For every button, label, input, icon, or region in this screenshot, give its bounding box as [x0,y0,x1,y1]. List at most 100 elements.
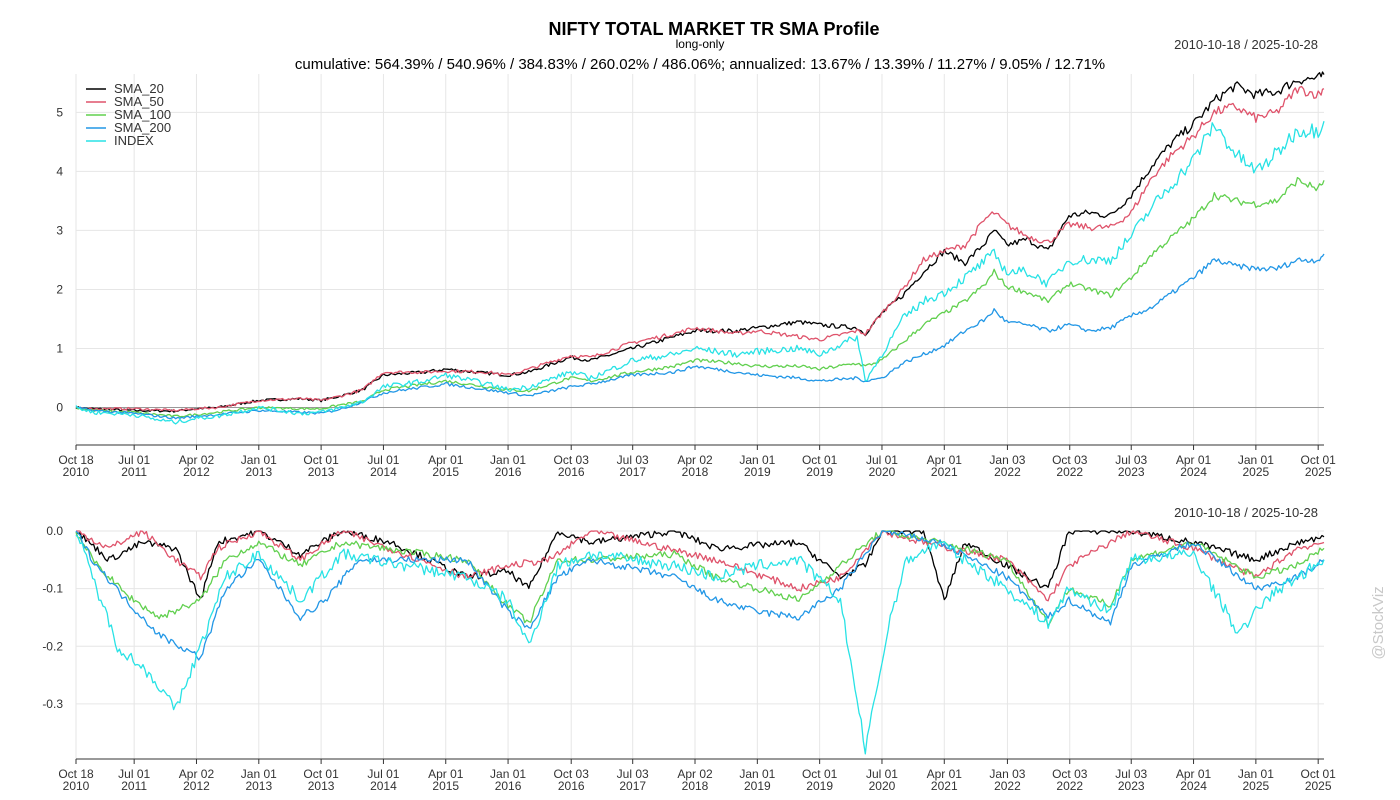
x-tick-label-year: 2014 [370,465,397,479]
x-tick-label-month: Apr 01 [1176,767,1212,781]
x-tick-label-year: 2018 [682,465,709,479]
x-tick-label-month: Jul 01 [866,767,898,781]
x-tick-label-year: 2024 [1180,779,1207,793]
x-tick-label-year: 2022 [994,465,1021,479]
x-tick-label-year: 2010 [63,779,90,793]
x-tick-label-year: 2015 [432,779,459,793]
x-tick-label-month: Jul 03 [617,767,649,781]
x-tick-label-month: Jan 01 [241,767,277,781]
x-tick-label-month: Oct 01 [1301,453,1337,467]
series-line-index [75,534,1325,755]
x-tick-label-year: 2013 [308,779,335,793]
x-tick-label-year: 2018 [682,779,709,793]
x-tick-label-month: Jul 01 [118,453,150,467]
legend-label: SMA_200 [114,120,171,135]
chart-stats: cumulative: 564.39% / 540.96% / 384.83% … [295,56,1105,73]
x-tick-label-year: 2025 [1305,465,1332,479]
legend-label: SMA_50 [114,94,164,109]
x-tick-label-month: Jul 01 [118,767,150,781]
x-tick-label-month: Jul 01 [367,767,399,781]
x-tick-label-month: Oct 03 [1052,453,1088,467]
y-tick-label: 1 [56,342,63,356]
x-tick-label-year: 2010 [63,465,90,479]
x-tick-label-month: Jan 01 [739,767,775,781]
x-tick-label-year: 2019 [744,465,771,479]
x-tick-label-year: 2023 [1118,779,1145,793]
x-tick-label-month: Jan 01 [739,453,775,467]
x-tick-label-year: 2016 [558,465,585,479]
series-line-sma-200 [75,530,1325,661]
x-tick-label-year: 2021 [931,465,958,479]
x-tick-label-year: 2020 [869,465,896,479]
x-tick-label-month: Jan 03 [989,453,1025,467]
x-tick-label-year: 2022 [994,779,1021,793]
x-tick-label-year: 2022 [1056,465,1083,479]
x-tick-label-month: Jan 01 [241,453,277,467]
chart-subtitle: long-only [676,37,725,51]
watermark: @StockViz [1370,586,1387,659]
x-tick-label-month: Jul 01 [367,453,399,467]
series-line-sma-100 [75,530,1325,627]
y-tick-label: 2 [56,282,63,296]
x-tick-label-month: Jan 01 [490,767,526,781]
x-tick-label-year: 2024 [1180,465,1207,479]
x-tick-label-year: 2025 [1243,779,1270,793]
x-tick-label-year: 2017 [619,779,646,793]
x-tick-label-month: Oct 01 [802,767,838,781]
x-tick-label-year: 2022 [1056,779,1083,793]
series-line-sma-20 [75,530,1325,601]
x-tick-label-month: Jul 03 [1115,767,1147,781]
series-line-sma-20 [75,71,1325,413]
x-tick-label-month: Apr 02 [179,453,215,467]
y-tick-label: 3 [56,223,63,237]
x-tick-label-year: 2013 [245,465,272,479]
x-tick-label-year: 2013 [245,779,272,793]
y-tick-label: 4 [56,164,63,178]
x-tick-label-year: 2013 [308,465,335,479]
x-tick-label-month: Apr 01 [428,453,464,467]
x-tick-label-year: 2019 [744,779,771,793]
series-line-sma-200 [75,253,1325,420]
y-tick-label: -0.2 [42,639,63,653]
x-tick-label-year: 2016 [495,779,522,793]
x-tick-label-year: 2023 [1118,465,1145,479]
series-line-sma-100 [75,176,1325,418]
x-tick-label-month: Jul 03 [1115,453,1147,467]
x-tick-label-month: Oct 01 [303,767,339,781]
x-tick-label-year: 2017 [619,465,646,479]
y-tick-label: 0 [56,401,63,415]
x-tick-label-month: Apr 01 [428,767,464,781]
x-tick-label-year: 2014 [370,779,397,793]
x-tick-label-year: 2016 [495,465,522,479]
x-tick-label-month: Apr 02 [677,453,713,467]
x-tick-label-month: Oct 03 [1052,767,1088,781]
x-tick-label-month: Oct 01 [802,453,838,467]
series-line-sma-50 [75,85,1325,412]
y-tick-label: -0.1 [42,582,63,596]
x-tick-label-month: Apr 01 [927,767,963,781]
x-tick-label-year: 2012 [183,465,210,479]
x-tick-label-year: 2019 [806,779,833,793]
chart-title: NIFTY TOTAL MARKET TR SMA Profile [548,19,879,39]
date-range-top: 2010-10-18 / 2025-10-28 [1174,37,1318,52]
x-tick-label-month: Oct 18 [58,767,94,781]
y-tick-label: 5 [56,105,63,119]
x-tick-label-month: Jul 03 [617,453,649,467]
x-tick-label-year: 2025 [1243,465,1270,479]
x-tick-label-month: Jan 01 [490,453,526,467]
x-tick-label-year: 2021 [931,779,958,793]
x-tick-label-year: 2019 [806,465,833,479]
x-tick-label-year: 2016 [558,779,585,793]
series-line-sma-50 [76,530,1325,602]
date-range-bottom: 2010-10-18 / 2025-10-28 [1174,505,1318,520]
x-tick-label-month: Jan 01 [1238,453,1274,467]
x-tick-label-month: Apr 02 [677,767,713,781]
legend-label: INDEX [114,133,154,148]
x-tick-label-month: Oct 03 [554,453,590,467]
y-tick-label: 0.0 [46,524,63,538]
x-tick-label-year: 2025 [1305,779,1332,793]
